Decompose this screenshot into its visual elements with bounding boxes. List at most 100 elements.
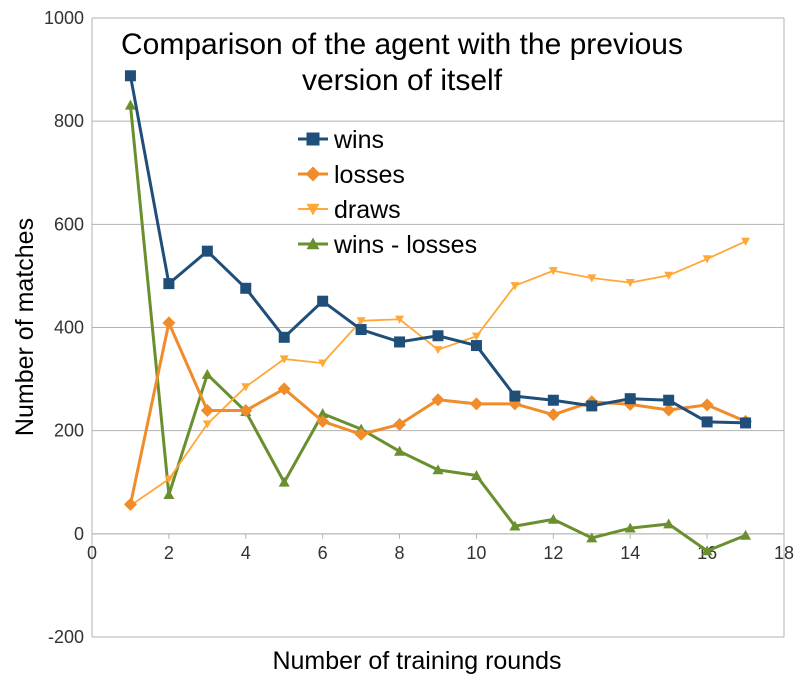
series-losses	[123, 316, 753, 511]
data-point	[393, 417, 407, 431]
x-axis-title: Number of training rounds	[272, 647, 561, 675]
legend-swatch-marker	[306, 203, 320, 216]
data-point	[163, 489, 175, 500]
data-point	[662, 403, 676, 417]
data-point	[278, 331, 290, 343]
y-tick-label: -200	[48, 627, 84, 647]
y-tick-label: 600	[54, 214, 84, 234]
grid-lines	[91, 17, 785, 638]
series-layer	[123, 70, 753, 556]
data-point	[586, 532, 598, 543]
x-tick-label: 10	[466, 543, 486, 563]
data-point	[123, 497, 137, 511]
data-point	[432, 330, 444, 342]
x-tick-label: 6	[318, 543, 328, 563]
data-point	[395, 315, 405, 324]
y-tick-label: 0	[74, 524, 84, 544]
data-point	[163, 278, 175, 290]
data-point	[548, 267, 558, 276]
chart-title-line-2: version of itself	[302, 64, 503, 97]
x-tick-label: 12	[543, 543, 563, 563]
data-point	[702, 255, 712, 264]
legend-item: draws	[298, 196, 401, 224]
data-point	[664, 271, 674, 280]
data-point	[202, 420, 212, 429]
y-axis-title: Number of matches	[11, 218, 39, 436]
y-tick-label: 200	[54, 421, 84, 441]
data-point	[201, 245, 213, 257]
y-tick-label: 1000	[44, 8, 84, 28]
data-point	[663, 394, 675, 406]
y-tick-label: 400	[54, 318, 84, 338]
x-tick-label: 18	[774, 543, 794, 563]
legend-swatch-marker	[306, 237, 320, 250]
data-point	[318, 359, 328, 368]
data-point	[278, 476, 290, 487]
data-point	[547, 513, 559, 524]
data-point	[625, 279, 635, 288]
x-tick-label: 14	[620, 543, 640, 563]
data-point	[316, 414, 330, 428]
data-point	[162, 316, 176, 330]
data-point	[701, 545, 713, 556]
data-point	[433, 346, 443, 355]
chart-title-line-1: Comparison of the agent with the previou…	[121, 28, 683, 61]
data-point	[509, 520, 521, 531]
data-point	[277, 382, 291, 396]
legend-item: losses	[298, 161, 405, 189]
data-point	[239, 404, 253, 418]
data-point	[394, 336, 406, 348]
x-tick-label: 8	[395, 543, 405, 563]
data-point	[240, 282, 252, 294]
data-point	[546, 408, 560, 422]
data-point	[124, 99, 136, 110]
data-point	[241, 383, 251, 392]
data-point	[624, 393, 636, 405]
data-point	[317, 408, 329, 419]
data-point	[740, 529, 752, 540]
data-point	[471, 332, 481, 341]
legend-label: wins - losses	[333, 231, 477, 259]
legend-label: draws	[334, 196, 401, 224]
data-point	[470, 470, 482, 480]
legend-item: wins	[298, 126, 384, 154]
data-point	[356, 317, 366, 326]
data-point	[509, 390, 521, 402]
legend-label: wins	[333, 126, 384, 154]
data-point	[469, 397, 483, 411]
data-point	[740, 417, 752, 429]
data-point	[701, 416, 713, 428]
data-point	[164, 475, 174, 484]
data-point	[355, 324, 367, 336]
data-point	[741, 237, 751, 246]
data-point	[279, 355, 289, 364]
series-wins	[124, 70, 752, 429]
data-point	[586, 400, 598, 412]
legend: wins losses draws wins - losses	[298, 126, 477, 259]
data-point	[201, 368, 213, 379]
data-point	[431, 393, 445, 407]
data-point	[547, 394, 559, 406]
data-point	[124, 70, 136, 82]
data-point	[510, 282, 520, 291]
data-point	[663, 518, 675, 529]
data-point	[587, 274, 597, 283]
y-tick-label: 800	[54, 111, 84, 131]
legend-label: losses	[334, 161, 405, 189]
series-line	[128, 105, 747, 553]
x-tick-label: 4	[241, 543, 251, 563]
data-point	[354, 427, 368, 441]
data-point	[470, 340, 482, 352]
legend-swatch-marker	[306, 132, 320, 146]
x-tick-label: 2	[164, 543, 174, 563]
data-point	[317, 295, 329, 307]
x-tick-label: 0	[87, 543, 97, 563]
data-point	[200, 404, 214, 418]
data-point	[624, 522, 636, 533]
data-point	[432, 464, 444, 475]
legend-swatch-marker	[305, 166, 321, 182]
data-point	[700, 398, 714, 412]
data-point	[394, 445, 406, 456]
legend-item: wins - losses	[298, 231, 477, 259]
